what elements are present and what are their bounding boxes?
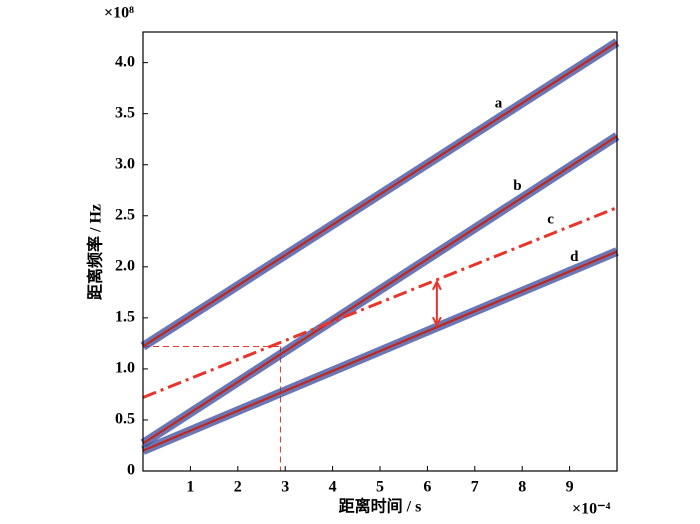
line-label: a bbox=[495, 96, 503, 112]
x-tick-label: 1 bbox=[186, 479, 194, 496]
line bbox=[142, 135, 618, 445]
line bbox=[142, 41, 618, 348]
y-tick-label: 3.5 bbox=[115, 104, 135, 121]
y-tick-label: 1.0 bbox=[115, 360, 135, 377]
y-tick-label: 4.0 bbox=[115, 53, 135, 70]
x-exponent: ×10⁻⁴ bbox=[572, 501, 611, 518]
y-exponent: ×10⁸ bbox=[104, 5, 134, 22]
x-tick-label: 6 bbox=[423, 479, 431, 496]
y-axis-label: 距离频率 / Hz bbox=[86, 204, 105, 300]
y-tick-label: 0.5 bbox=[115, 411, 135, 428]
line bbox=[142, 206, 618, 399]
line-label: c bbox=[547, 212, 554, 228]
plot bbox=[140, 38, 620, 471]
arrow-head bbox=[431, 279, 442, 328]
x-tick-label: 3 bbox=[281, 479, 289, 496]
y-tick-label: 3.0 bbox=[115, 155, 135, 172]
x-tick-label: 4 bbox=[329, 479, 337, 496]
y-tick-label: 2.5 bbox=[115, 206, 135, 223]
line-label: b bbox=[513, 178, 521, 194]
y-tick-label: 1.5 bbox=[115, 309, 135, 326]
x-tick-label: 9 bbox=[566, 479, 574, 496]
plot-area bbox=[143, 32, 617, 471]
line-label: d bbox=[570, 249, 579, 265]
x-tick-label: 2 bbox=[234, 479, 242, 496]
x-axis-label: 距离时间 / s bbox=[339, 497, 422, 516]
line bbox=[142, 250, 618, 452]
y-tick-label: 2.0 bbox=[115, 257, 135, 274]
x-tick-label: 7 bbox=[471, 479, 479, 496]
x-tick-label: 5 bbox=[376, 479, 384, 496]
y-tick-label: 0 bbox=[127, 462, 135, 479]
x-tick-label: 8 bbox=[518, 479, 526, 496]
